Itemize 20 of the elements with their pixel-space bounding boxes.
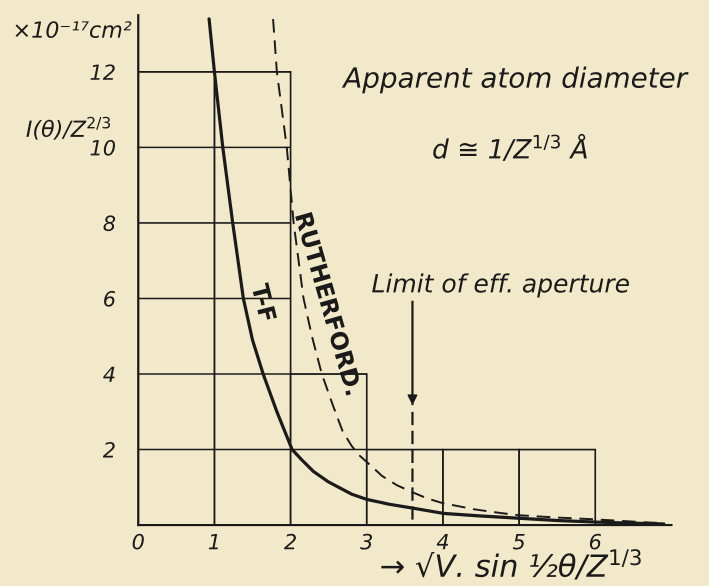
y-tick-label: 10	[90, 140, 115, 156]
y-tick-label: 2	[102, 442, 115, 458]
x-tick-label: 0	[132, 534, 144, 550]
text: T-F	[251, 282, 277, 322]
x-tick-label: 3	[360, 534, 372, 550]
x-tick-label: 6	[590, 534, 601, 550]
y-tick-label: 8	[103, 215, 116, 232]
x-tick-label: 5	[512, 534, 525, 550]
x-tick-label: 2	[284, 534, 296, 550]
ref-line-label: Limit of eff. aperture	[372, 273, 629, 298]
annotation: Apparent atom diameter	[342, 66, 689, 94]
x-tick-label: 1	[208, 534, 218, 550]
y-tick-label: 6	[104, 290, 116, 307]
x-axis-title: → √V. sin ½θ/Z$^{1/3}$	[381, 549, 641, 580]
x-tick-label: 4	[436, 534, 448, 550]
y-tick-label: 12	[90, 64, 115, 80]
y-tick-label: 4	[103, 366, 115, 382]
y-axis-title: I(θ)/Z$^{2/3}$	[26, 116, 110, 140]
text: ×10⁻¹⁷cm²	[16, 21, 132, 38]
annotation: d ≅ 1/Z$^{1/3}$ Å	[433, 134, 587, 161]
